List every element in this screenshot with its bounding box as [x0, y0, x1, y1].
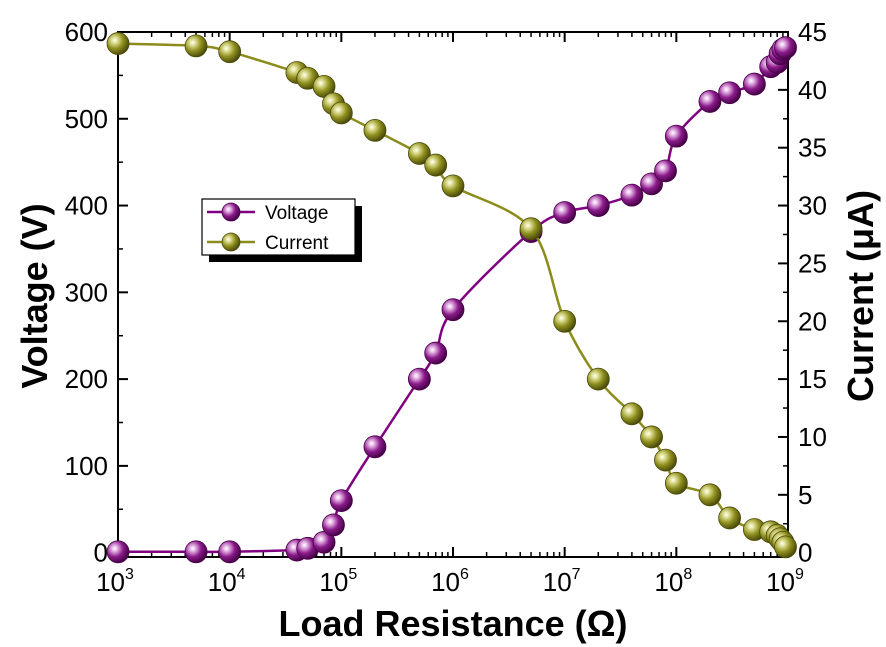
- y-tick-label: 300: [65, 277, 108, 307]
- y-axis-label: Voltage (V): [14, 203, 55, 388]
- x-tick-label: 104: [208, 566, 246, 597]
- data-point-voltage: [664, 124, 688, 148]
- data-point-voltage: [654, 159, 677, 183]
- data-point-current: [441, 174, 465, 198]
- data-point-voltage: [329, 489, 353, 512]
- series-line-current: [117, 42, 787, 548]
- x-tick-label: 105: [319, 566, 357, 597]
- x-tick-exponent: 6: [460, 566, 469, 583]
- x-tick-label: 106: [431, 566, 469, 597]
- y-axis-ticks: 0 100 200 300 400 500 600: [65, 17, 128, 568]
- x-tick-label: 107: [543, 566, 581, 597]
- data-point-voltage: [441, 298, 465, 322]
- data-point-current: [774, 535, 797, 559]
- x-tick-exponent: 7: [572, 566, 581, 583]
- data-point-voltage: [774, 36, 797, 60]
- data-point-current: [407, 142, 431, 165]
- y2-tick-label: 10: [798, 422, 827, 452]
- legend-label-voltage: Voltage: [265, 203, 328, 224]
- data-point-current: [184, 34, 208, 58]
- data-point-voltage: [586, 194, 610, 217]
- data-point-current: [640, 425, 663, 449]
- series-layer: [106, 32, 797, 564]
- data-point-current: [620, 402, 644, 426]
- legend-marker-current: [221, 232, 241, 252]
- y2-tick-label: 5: [798, 480, 812, 510]
- data-point-current: [654, 448, 677, 472]
- data-point-current: [553, 309, 577, 333]
- plot-frame: [117, 31, 789, 558]
- y2-tick-label: 35: [798, 133, 827, 163]
- y2-axis-ticks: 0 5 10 15 20 25 30 35 40 45: [778, 17, 827, 568]
- x-tick-label: 108: [654, 566, 692, 597]
- y2-tick-label: 25: [798, 248, 827, 278]
- legend-label-current: Current: [265, 233, 329, 254]
- y2-tick-label: 15: [798, 364, 827, 394]
- x-tick-label: 109: [766, 566, 804, 597]
- data-point-current: [218, 40, 242, 64]
- x-axis-label: Load Resistance (Ω): [279, 603, 628, 644]
- data-point-current: [718, 506, 742, 530]
- data-point-voltage: [742, 72, 766, 96]
- data-point-current: [586, 367, 610, 391]
- data-point-current: [329, 101, 353, 125]
- data-point-current: [363, 118, 387, 142]
- data-point-voltage: [184, 540, 208, 564]
- data-point-current: [698, 483, 722, 507]
- y2-axis-label: Current (μA): [840, 190, 881, 402]
- x-tick-exponent: 9: [795, 566, 804, 583]
- data-point-voltage: [698, 90, 722, 113]
- y2-tick-label: 30: [798, 191, 827, 221]
- legend-marker-voltage: [221, 202, 241, 222]
- data-point-voltage: [218, 540, 242, 564]
- data-point-current: [106, 32, 130, 55]
- y-tick-label: 400: [65, 191, 108, 221]
- data-point-voltage: [322, 513, 345, 537]
- y2-tick-label: 45: [798, 17, 827, 47]
- data-point-voltage: [106, 540, 130, 564]
- data-point-voltage: [620, 183, 644, 207]
- y-tick-label: 200: [65, 364, 108, 394]
- data-point-voltage: [718, 81, 742, 105]
- y-tick-label: 500: [65, 104, 108, 134]
- x-tick-exponent: 5: [348, 566, 357, 583]
- y-tick-label: 600: [65, 17, 108, 47]
- y2-tick-label: 20: [798, 306, 827, 336]
- x-tick-exponent: 8: [683, 566, 692, 583]
- y-tick-label: 100: [65, 451, 108, 481]
- x-tick-exponent: 3: [125, 566, 134, 583]
- data-point-current: [519, 217, 543, 241]
- legend: Voltage Current: [201, 198, 362, 262]
- y2-tick-label: 0: [798, 538, 812, 568]
- data-point-voltage: [407, 367, 431, 391]
- x-tick-label: 103: [96, 566, 134, 597]
- data-point-current: [424, 153, 448, 177]
- data-point-current: [664, 471, 688, 495]
- y-tick-label: 0: [94, 538, 108, 568]
- data-point-voltage: [363, 435, 387, 459]
- x-tick-exponent: 4: [237, 566, 246, 583]
- data-point-voltage: [424, 341, 448, 365]
- y2-tick-label: 40: [798, 75, 827, 105]
- data-point-voltage: [553, 201, 577, 224]
- x-axis-ticks: 103 104 105 106 107 108 109: [96, 32, 804, 597]
